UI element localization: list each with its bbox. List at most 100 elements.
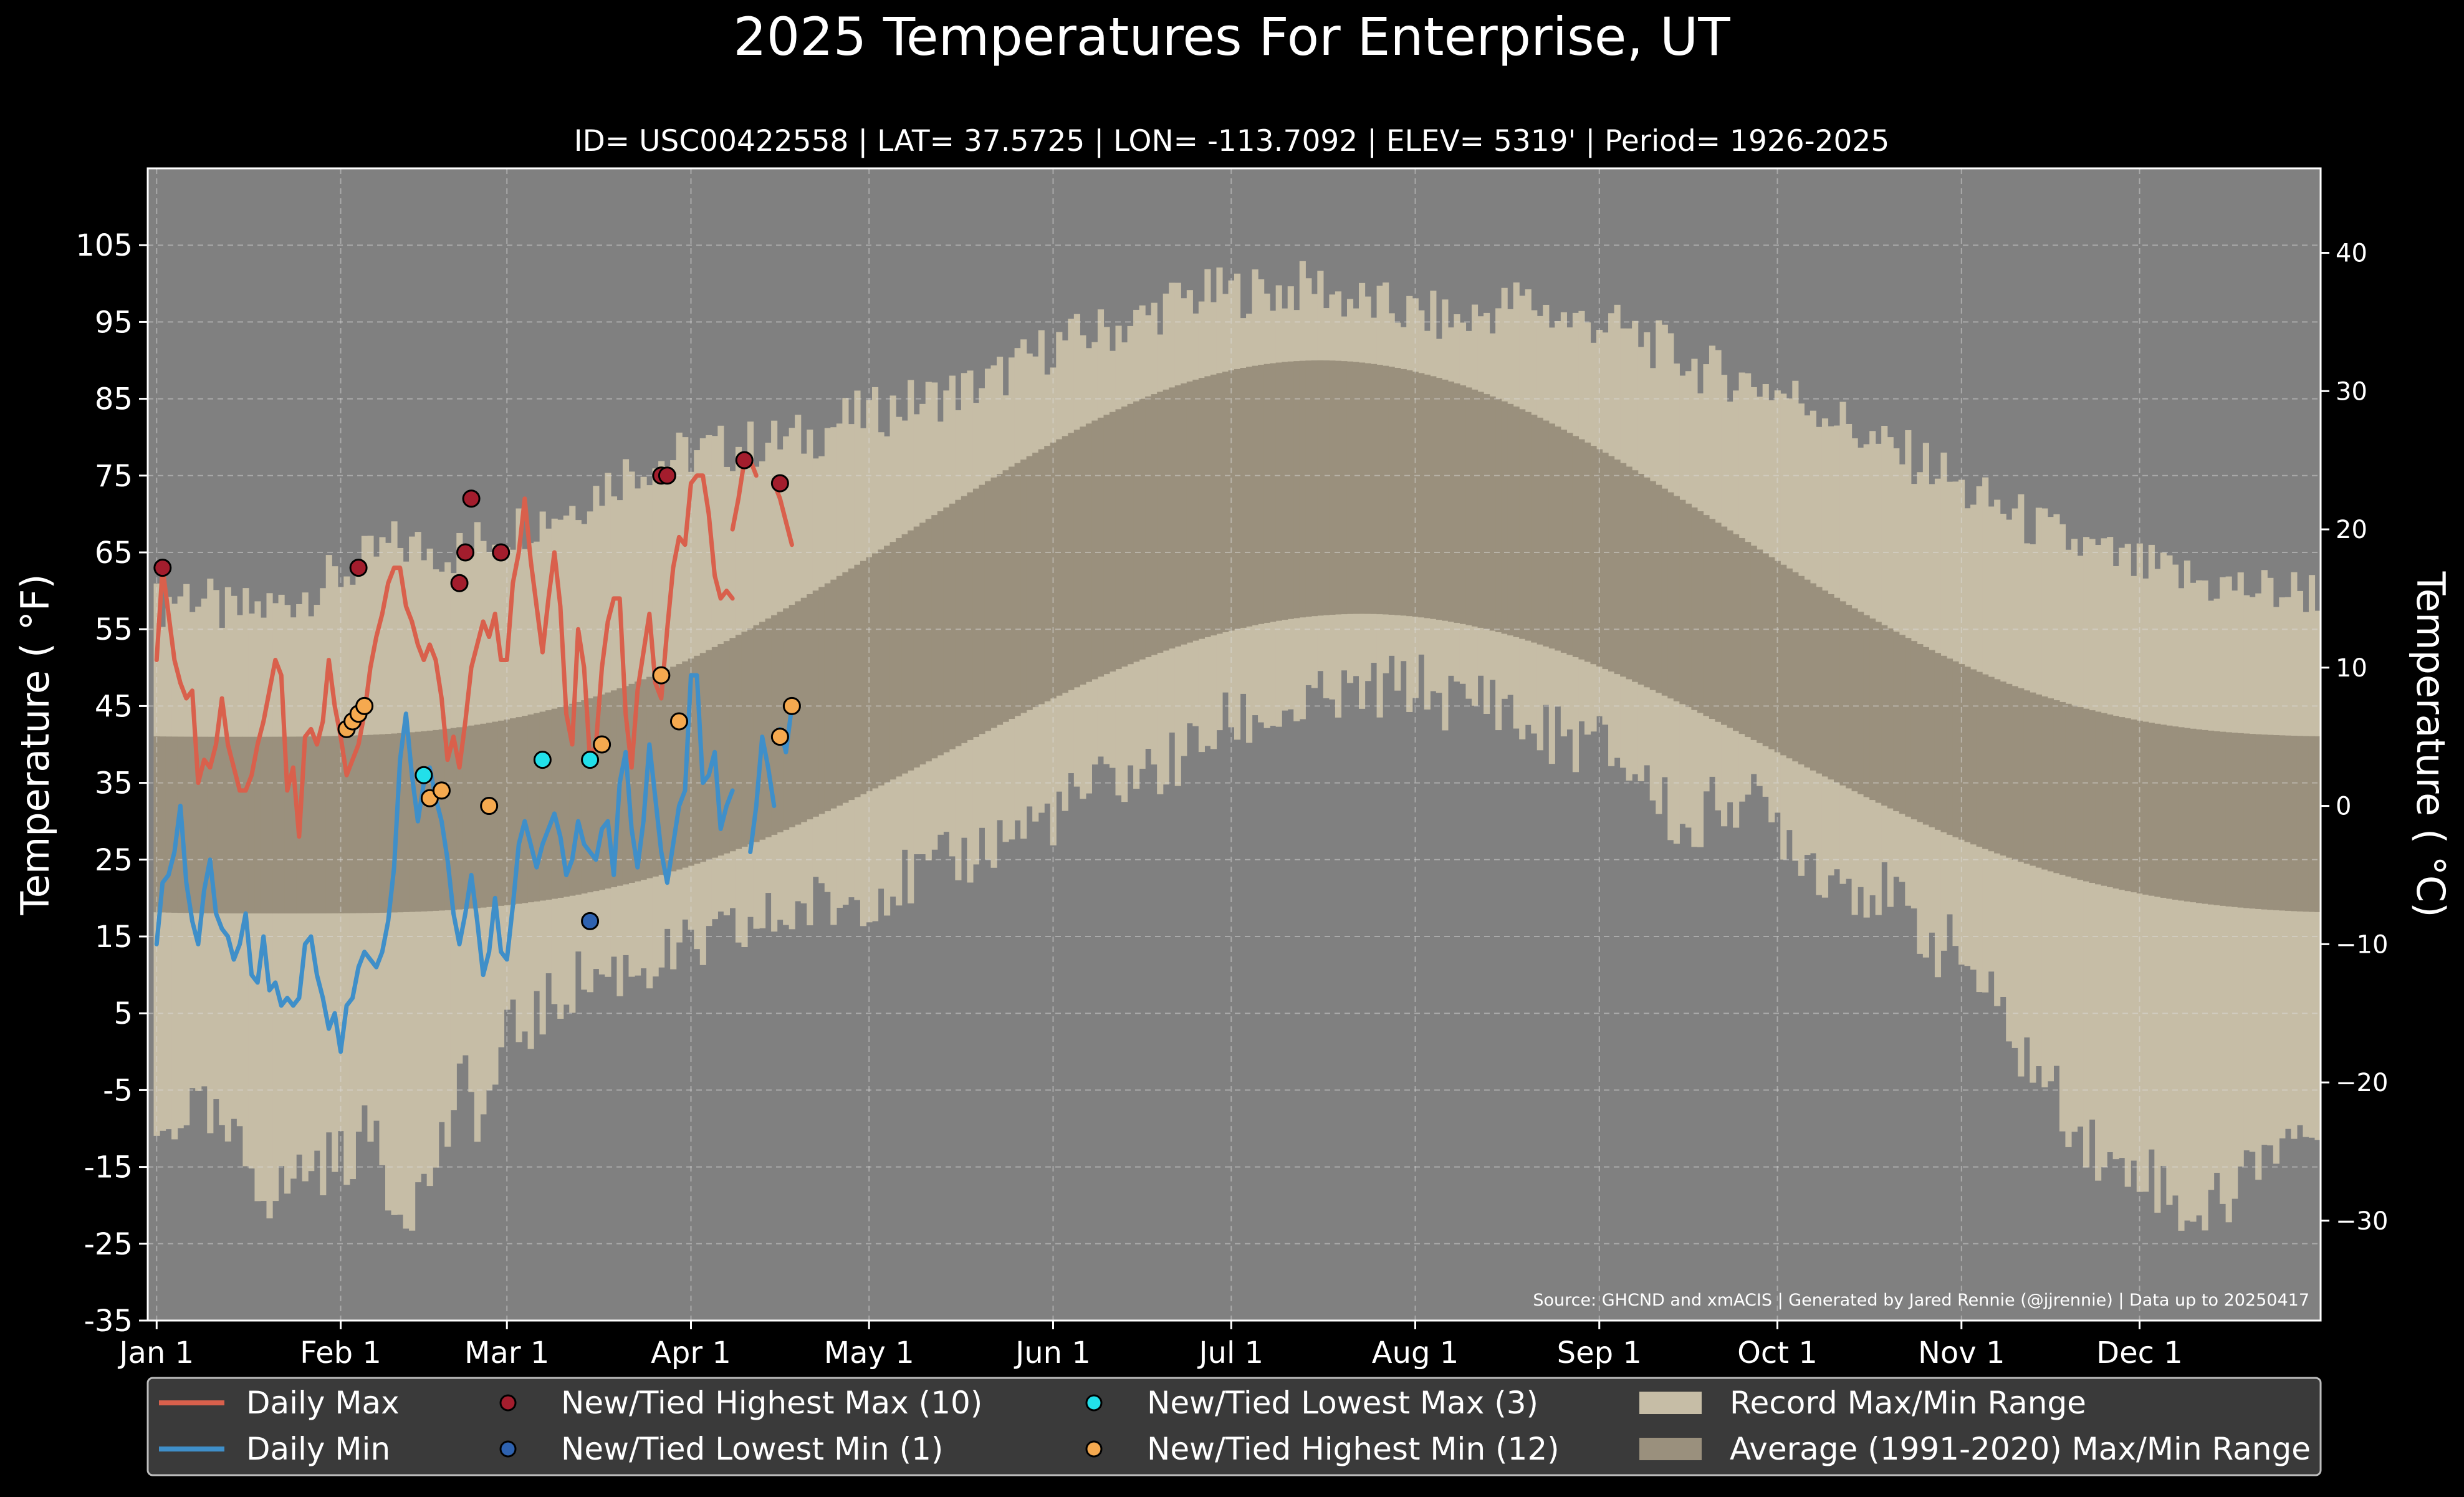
normal-range-bar <box>830 579 837 809</box>
normal-range-bar <box>1091 420 1098 680</box>
normal-range-bar <box>1400 368 1407 616</box>
normal-range-bar <box>534 713 540 902</box>
legend-label: New/Tied Highest Min (12) <box>1147 1431 1560 1467</box>
normal-range-bar <box>818 587 825 814</box>
normal-range-bar <box>1952 661 1959 837</box>
normal-range-bar <box>1346 361 1354 614</box>
normal-range-bar <box>593 696 600 892</box>
normal-range-bar <box>1436 378 1442 620</box>
normal-range-bar <box>231 736 237 913</box>
normal-range-bar <box>2107 714 2114 887</box>
record-range-bar <box>2202 580 2208 1231</box>
normal-range-bar <box>433 729 439 911</box>
normal-range-bar <box>878 549 884 786</box>
normal-range-bar <box>2267 734 2274 910</box>
normal-range-bar <box>2190 728 2197 903</box>
normal-range-bar <box>664 669 671 874</box>
normal-range-bar <box>278 736 285 914</box>
x-tick-label: Sep 1 <box>1557 1336 1642 1370</box>
normal-range-bar <box>1085 423 1093 682</box>
normal-range-bar <box>2208 730 2215 905</box>
normal-range-bar <box>1044 446 1051 701</box>
x-tick-label: Jul 1 <box>1197 1336 1263 1370</box>
y-axis-left: 105 95 85 75 65 55 45 35 25 15 5 -5 -15 -25 -35 <box>75 228 148 1339</box>
high-min-marker <box>669 712 688 731</box>
record-range-bar <box>2190 582 2197 1222</box>
normal-range-bar <box>896 538 903 777</box>
normal-range-bar <box>1388 367 1395 615</box>
normal-range-bar <box>1299 360 1306 618</box>
normal-range-bar <box>972 488 980 738</box>
legend-label: New/Tied Highest Max (10) <box>561 1385 982 1421</box>
normal-range-bar <box>527 714 534 903</box>
normal-range-bar <box>2000 681 2006 856</box>
normal-range-bar <box>1263 363 1270 623</box>
normal-range-bar <box>302 736 309 914</box>
normal-range-bar <box>1459 385 1467 624</box>
normal-range-bar <box>1002 470 1009 722</box>
normal-range-bar <box>1329 360 1336 615</box>
normal-range-bar <box>569 703 576 896</box>
normal-range-bar <box>480 723 487 908</box>
normal-range-bar <box>1394 367 1401 615</box>
high-min-marker <box>480 797 499 816</box>
normal-range-bar <box>1821 590 1829 777</box>
normal-range-bar <box>1685 503 1692 708</box>
normal-range-bar <box>2077 707 2084 880</box>
normal-range-bar <box>1964 667 1971 842</box>
y-tick-label: -5 <box>103 1073 133 1108</box>
normal-range-bar <box>219 736 226 913</box>
normal-range-bar <box>153 736 160 913</box>
normal-range-bar <box>1934 653 1942 830</box>
normal-range-bar <box>955 499 962 746</box>
normal-range-bar <box>967 492 974 740</box>
normal-range-bar <box>1762 553 1769 746</box>
normal-range-bar <box>522 716 529 903</box>
normal-range-bar <box>1525 412 1532 641</box>
normal-range-bar <box>747 628 754 845</box>
normal-range-bar <box>2296 736 2304 912</box>
normal-range-bar <box>1323 360 1330 615</box>
high-max-marker <box>735 451 754 469</box>
normal-range-bar <box>901 534 908 774</box>
normal-range-bar <box>1406 370 1413 617</box>
normal-range-bar <box>1032 452 1039 708</box>
normal-range-bar <box>2249 734 2256 909</box>
x-tick-label: Mar 1 <box>464 1336 549 1370</box>
low-max-marker <box>533 751 552 769</box>
high-max-marker <box>492 543 511 562</box>
normal-range-bar <box>290 736 297 914</box>
normal-range-bar <box>2291 736 2298 912</box>
normal-range-bar <box>1536 417 1543 645</box>
normal-range-bar <box>1258 365 1265 624</box>
normal-range-bar <box>1649 481 1656 690</box>
normal-range-bar <box>1501 401 1508 634</box>
normal-range-bar <box>824 583 831 812</box>
normal-range-bar <box>1709 519 1716 720</box>
normal-range-bar <box>723 641 731 854</box>
normal-range-bar <box>1608 456 1615 672</box>
normal-range-bar <box>605 692 611 889</box>
normal-range-bar <box>2178 727 2185 901</box>
y-right-tick-label: 20 <box>2336 516 2367 544</box>
y-tick-label: 45 <box>95 689 133 724</box>
normal-range-bar <box>1418 373 1425 618</box>
legend-label: New/Tied Lowest Min (1) <box>561 1431 943 1467</box>
normal-range-bar <box>1858 612 1864 794</box>
normal-range-bar <box>1056 439 1063 696</box>
normal-range-bar <box>2255 734 2262 909</box>
normal-range-bar <box>729 638 736 852</box>
normal-range-bar <box>1816 587 1823 774</box>
normal-range-bar <box>320 736 327 913</box>
normal-range-bar <box>800 597 807 822</box>
normal-range-bar <box>1376 365 1383 615</box>
y-right-tick-label: −10 <box>2336 930 2388 959</box>
normal-range-bar <box>1697 511 1704 713</box>
normal-range-bar <box>2006 683 2013 858</box>
normal-range-bar <box>1115 409 1122 670</box>
normal-range-bar <box>842 572 849 803</box>
normal-range-bar <box>1127 403 1134 665</box>
normal-range-bar <box>2053 700 2060 874</box>
normal-range-bar <box>1317 360 1324 616</box>
normal-range-bar <box>1828 594 1834 780</box>
